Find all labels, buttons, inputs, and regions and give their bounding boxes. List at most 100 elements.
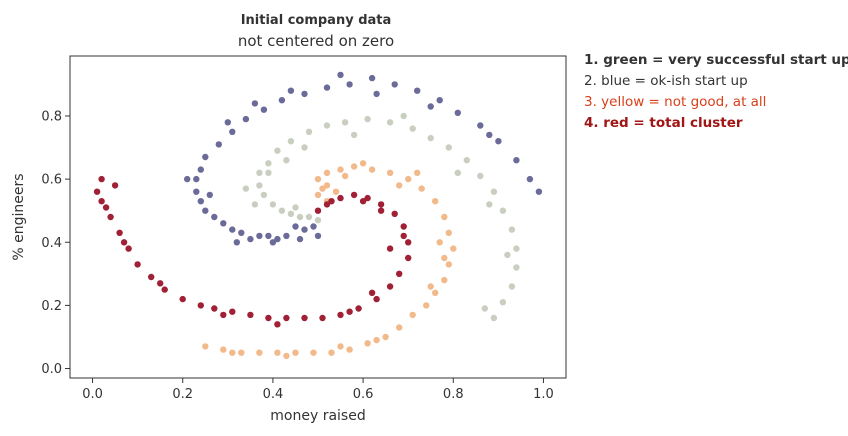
data-point	[256, 349, 263, 356]
data-point	[405, 175, 412, 183]
data-point	[405, 254, 412, 262]
points-layer	[93, 71, 543, 360]
data-point	[499, 299, 507, 306]
data-point	[513, 157, 520, 164]
data-point	[278, 207, 286, 214]
data-point	[323, 201, 331, 208]
data-point	[373, 90, 380, 98]
data-point	[396, 182, 403, 189]
data-point	[535, 188, 543, 195]
data-point	[296, 213, 304, 221]
x-axis: 0.0 0.2 0.4 0.6 0.8 1.0	[82, 378, 554, 402]
data-point	[265, 169, 272, 176]
data-point	[359, 160, 367, 167]
data-point	[346, 346, 353, 353]
data-point	[197, 302, 204, 309]
data-point	[319, 185, 326, 192]
data-point	[107, 213, 114, 221]
y-tick-label: 0.0	[41, 362, 62, 377]
data-point	[414, 169, 421, 176]
data-point	[287, 87, 295, 94]
data-point	[405, 239, 412, 246]
data-point	[265, 160, 272, 167]
data-point	[206, 191, 213, 199]
data-point	[377, 207, 385, 214]
data-point	[148, 273, 155, 281]
data-point	[283, 157, 290, 164]
data-point	[436, 239, 443, 246]
data-point	[102, 204, 110, 211]
data-point	[161, 286, 168, 293]
data-point	[134, 261, 141, 268]
data-point	[418, 185, 425, 192]
x-tick-label: 0.6	[353, 387, 374, 402]
data-point	[287, 138, 295, 145]
data-point	[386, 245, 394, 252]
data-point	[242, 185, 250, 192]
data-point	[508, 283, 516, 290]
data-point	[341, 172, 349, 180]
data-point	[337, 166, 344, 173]
data-point	[499, 207, 507, 214]
data-point	[364, 194, 371, 202]
x-tick-label: 1.0	[533, 387, 554, 402]
data-point	[486, 201, 493, 208]
x-axis-label: money raised	[270, 408, 365, 424]
data-point	[274, 147, 281, 154]
data-point	[274, 321, 281, 328]
data-point	[427, 103, 434, 110]
data-point	[247, 235, 254, 243]
data-point	[229, 308, 236, 315]
data-point	[314, 232, 322, 240]
data-point	[337, 194, 344, 202]
data-point	[224, 119, 231, 126]
data-point	[323, 182, 331, 189]
data-point	[319, 314, 326, 322]
data-point	[202, 343, 209, 350]
y-tick-label: 0.6	[41, 173, 62, 188]
data-point	[197, 166, 204, 173]
data-point	[301, 226, 308, 233]
data-point	[256, 232, 263, 240]
data-point	[414, 87, 421, 94]
data-point	[220, 311, 227, 319]
data-point	[229, 128, 236, 135]
data-point	[463, 157, 470, 164]
data-point	[386, 169, 394, 176]
data-point	[265, 232, 272, 240]
data-point	[314, 207, 322, 214]
data-point	[269, 239, 277, 246]
data-point	[305, 128, 313, 135]
data-point	[242, 115, 250, 123]
data-point	[202, 153, 209, 161]
y-tick-label: 0.4	[41, 236, 62, 251]
data-point	[341, 119, 349, 126]
plot-frame	[69, 55, 567, 379]
data-point	[400, 112, 407, 120]
data-point	[120, 239, 128, 246]
data-point	[432, 198, 439, 205]
data-point	[337, 71, 344, 79]
data-point	[314, 217, 322, 224]
data-point	[490, 188, 498, 195]
data-point	[477, 172, 484, 180]
data-point	[441, 276, 448, 284]
data-point	[495, 138, 502, 145]
data-point	[508, 226, 516, 233]
data-point	[355, 305, 362, 312]
data-point	[256, 169, 263, 176]
data-point	[441, 213, 448, 221]
data-point	[229, 226, 236, 233]
data-point	[323, 122, 331, 129]
data-point	[301, 314, 308, 322]
x-tick-label: 0.0	[82, 387, 103, 402]
data-point	[229, 349, 236, 356]
data-point	[328, 349, 335, 356]
data-point	[314, 175, 322, 183]
data-point	[409, 125, 416, 132]
data-point	[301, 144, 308, 151]
data-point	[256, 182, 263, 189]
data-point	[283, 314, 290, 322]
data-point	[310, 223, 317, 230]
data-point	[391, 81, 398, 88]
